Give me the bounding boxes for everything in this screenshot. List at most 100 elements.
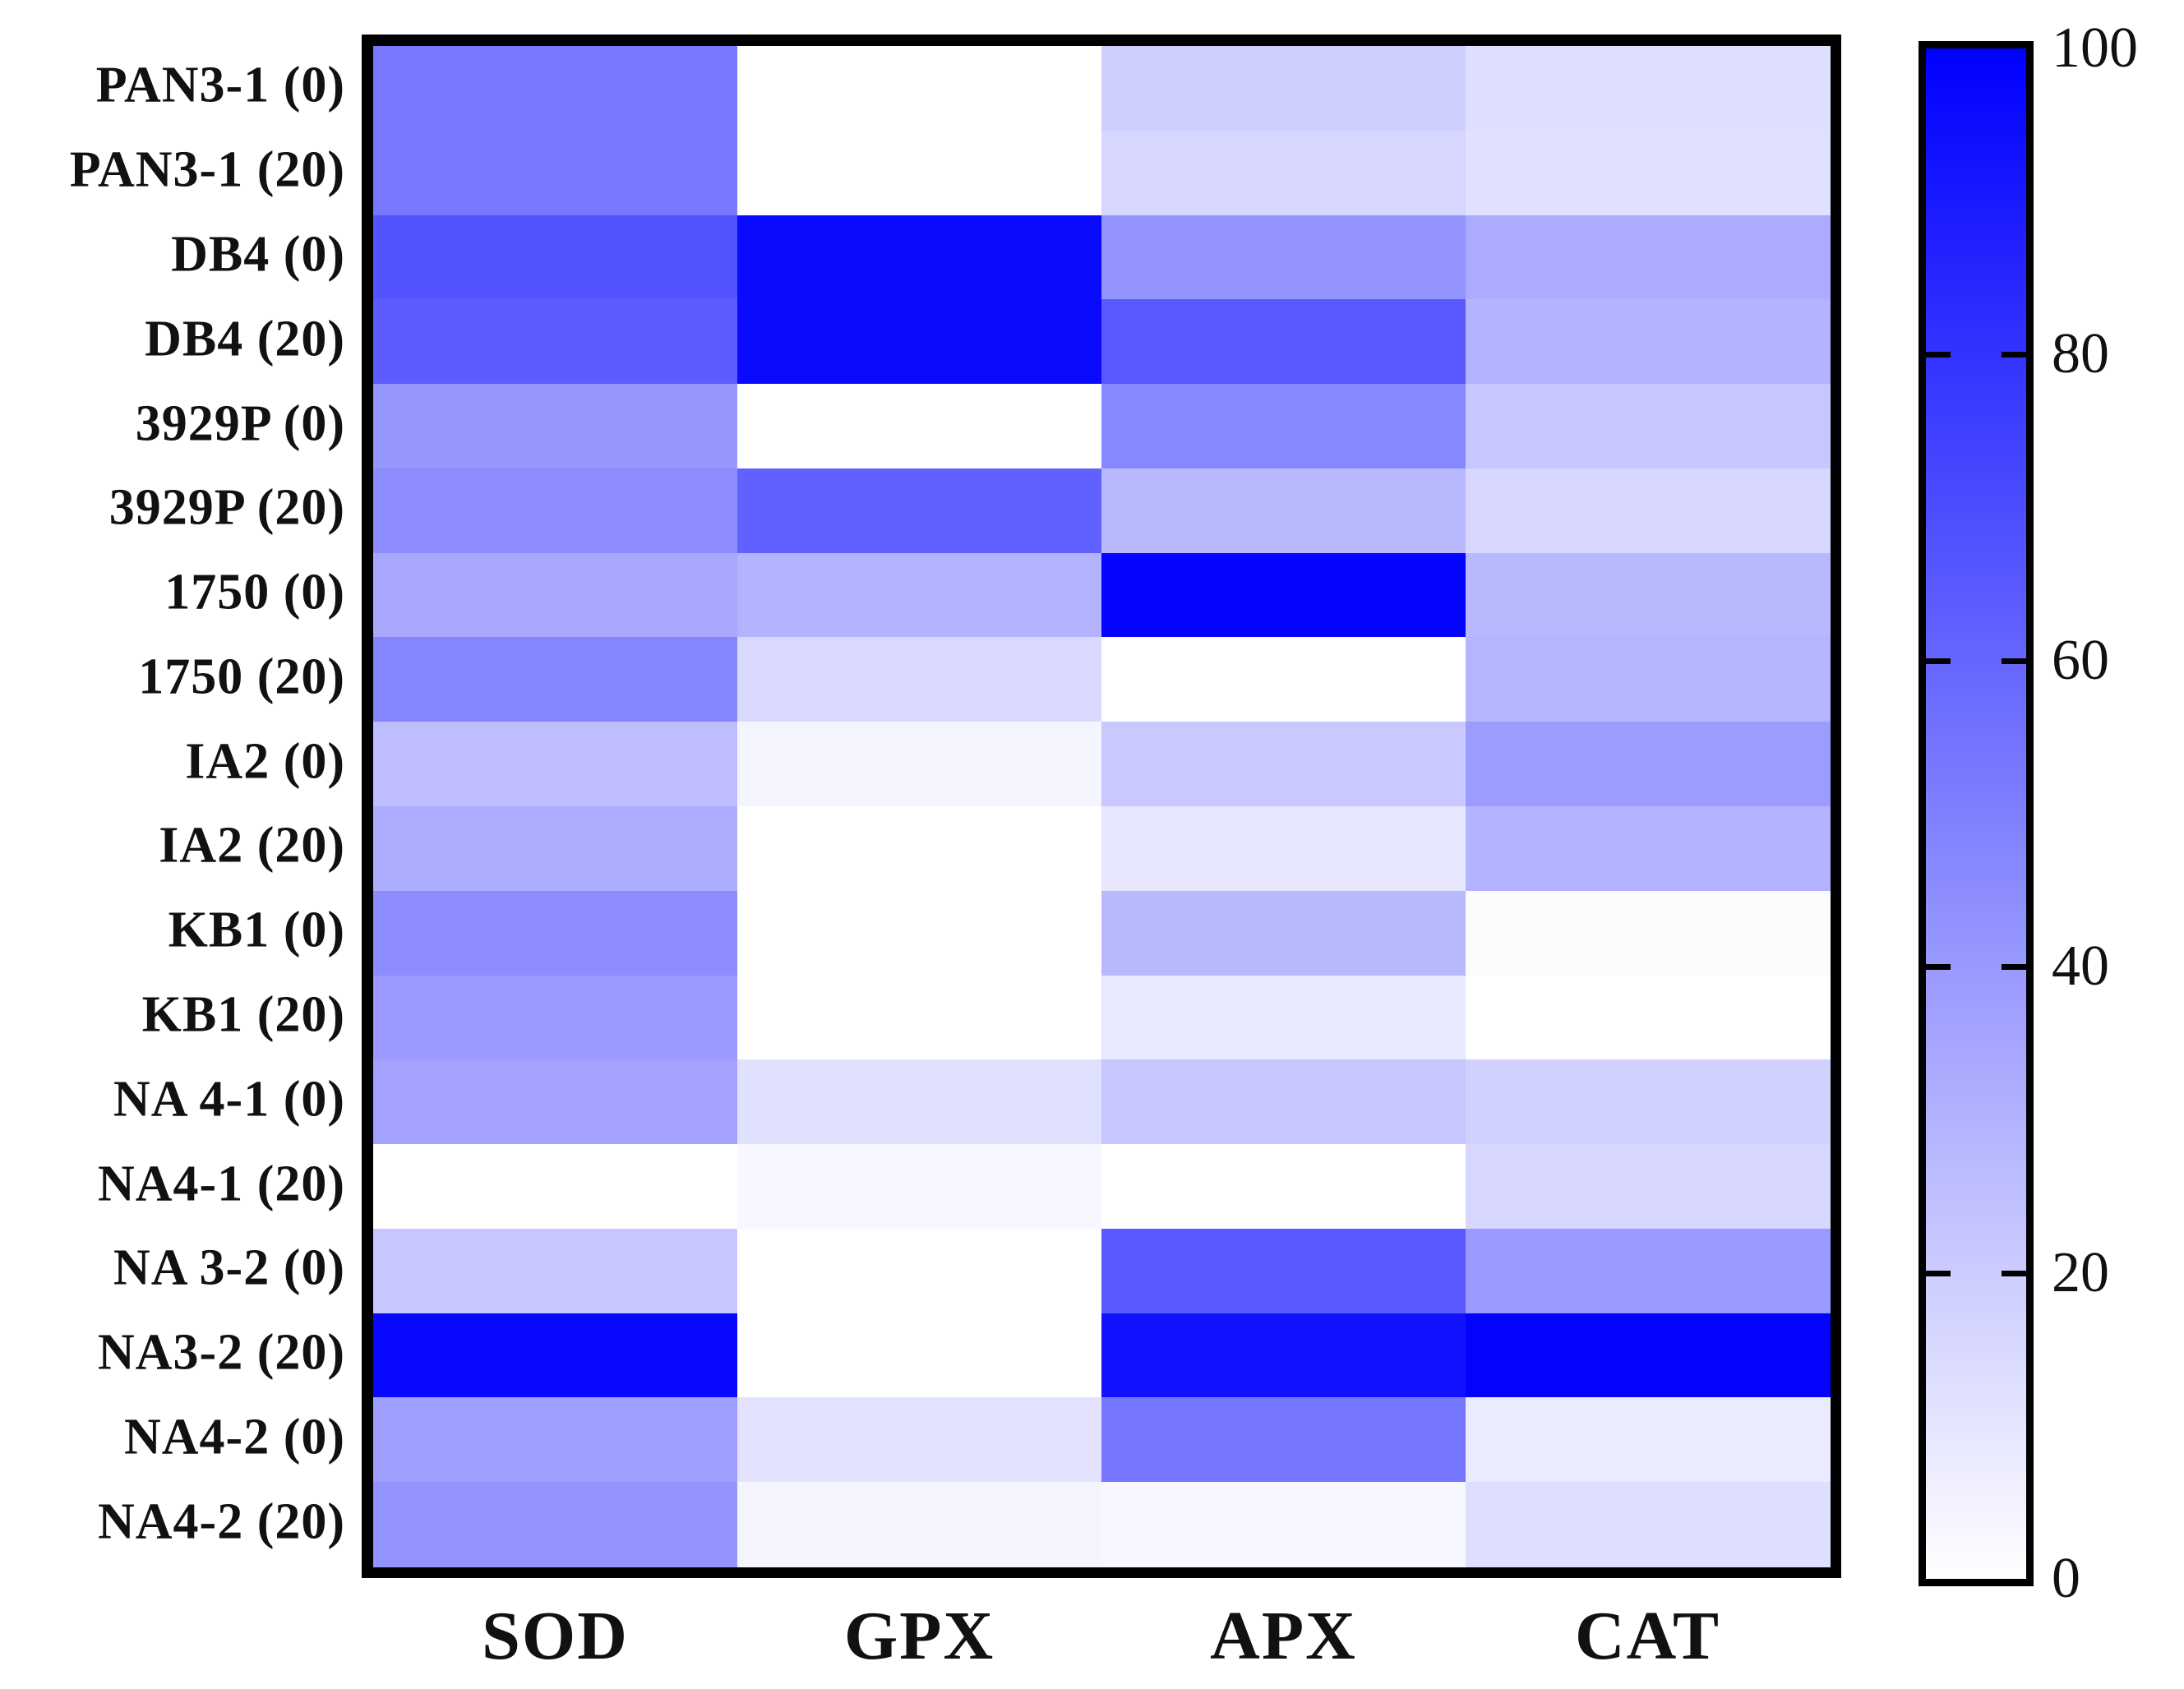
colorbar-tick-mark <box>1926 1270 1951 1276</box>
heatmap-cells <box>373 46 1831 1568</box>
heatmap-cell <box>1466 890 1831 977</box>
row-label: 3929P (20) <box>109 479 345 536</box>
row-label: NA4-1 (20) <box>98 1156 345 1212</box>
heatmap-cell <box>1466 1313 1831 1399</box>
row-label: NA3-2 (20) <box>98 1324 345 1381</box>
heatmap-cell <box>1466 215 1831 301</box>
colorbar-tick-label: 80 <box>2052 322 2109 386</box>
heatmap-cell <box>1466 1144 1831 1230</box>
row-label: IA2 (0) <box>185 733 345 790</box>
heatmap-cell <box>737 1228 1103 1315</box>
colorbar-tick-mark <box>2002 1270 2026 1276</box>
heatmap-plot <box>362 35 1841 1578</box>
heatmap-cell <box>737 1397 1103 1484</box>
heatmap-cell <box>737 468 1103 555</box>
colorbar-tick-label: 0 <box>2052 1547 2080 1610</box>
colorbar-tick-label: 40 <box>2052 934 2109 999</box>
row-label: NA 4-1 (0) <box>113 1071 345 1128</box>
heatmap-cell <box>1101 1482 1467 1568</box>
heatmap-cell <box>1101 806 1467 893</box>
row-label: NA4-2 (0) <box>124 1409 345 1465</box>
colorbar-tick-mark <box>1926 964 1951 971</box>
row-label: PAN3-1 (0) <box>95 58 345 114</box>
heatmap-cell <box>1101 975 1467 1061</box>
colorbar <box>1919 41 2034 1586</box>
heatmap-cell <box>373 384 739 470</box>
heatmap-cell <box>373 130 739 217</box>
heatmap-cell <box>1466 552 1831 639</box>
heatmap-cell <box>737 552 1103 639</box>
heatmap-cell <box>737 299 1103 385</box>
heatmap-cell <box>1466 806 1831 893</box>
row-label: KB1 (0) <box>168 902 345 958</box>
heatmap-cell <box>373 722 739 808</box>
heatmap-cell <box>373 890 739 977</box>
heatmap-cell <box>737 130 1103 217</box>
heatmap-cell <box>737 384 1103 470</box>
heatmap-cell <box>737 637 1103 723</box>
row-label: 1750 (20) <box>138 648 345 705</box>
heatmap-cell <box>737 46 1103 132</box>
colorbar-tick-mark <box>2002 658 2026 664</box>
heatmap-cell <box>1466 722 1831 808</box>
heatmap-cell <box>737 1313 1103 1399</box>
heatmap-cell <box>373 1228 739 1315</box>
heatmap-cell <box>373 552 739 639</box>
column-label: CAT <box>1574 1598 1721 1674</box>
heatmap-cell <box>1101 637 1467 723</box>
heatmap-cell <box>1101 890 1467 977</box>
heatmap-cell <box>1466 1059 1831 1146</box>
heatmap-cell <box>1101 384 1467 470</box>
heatmap-cell <box>373 1397 739 1484</box>
row-label: NA4-2 (20) <box>98 1493 345 1550</box>
heatmap-cell <box>1101 722 1467 808</box>
heatmap-cell <box>1101 552 1467 639</box>
heatmap-cell <box>373 1482 739 1568</box>
heatmap-cell <box>1466 637 1831 723</box>
colorbar-tick-mark <box>2002 964 2026 971</box>
colorbar-tick-mark <box>1926 352 1951 358</box>
colorbar-tick-label: 20 <box>2052 1240 2109 1304</box>
row-label: DB4 (0) <box>171 226 345 283</box>
row-label: PAN3-1 (20) <box>69 141 345 198</box>
colorbar-tick-mark <box>2002 352 2026 358</box>
colorbar-tick-mark <box>1926 658 1951 664</box>
heatmap-cell <box>1101 1228 1467 1315</box>
row-label: DB4 (20) <box>145 311 345 367</box>
heatmap-cell <box>1101 46 1467 132</box>
row-label: KB1 (20) <box>141 986 345 1043</box>
heatmap-cell <box>373 806 739 893</box>
column-label: SOD <box>482 1598 629 1674</box>
heatmap-cell <box>373 1059 739 1146</box>
heatmap-cell <box>1466 1228 1831 1315</box>
heatmap-cell <box>1101 299 1467 385</box>
heatmap-cell <box>1466 46 1831 132</box>
heatmap-cell <box>1101 130 1467 217</box>
heatmap-cell <box>737 215 1103 301</box>
heatmap-cell <box>737 722 1103 808</box>
row-label: NA 3-2 (0) <box>113 1239 345 1296</box>
row-label: 1750 (0) <box>164 564 345 621</box>
heatmap-cell <box>1466 1397 1831 1484</box>
heatmap-cell <box>737 890 1103 977</box>
heatmap-cell <box>373 215 739 301</box>
heatmap-cell <box>1466 975 1831 1061</box>
heatmap-cell <box>1101 468 1467 555</box>
heatmap-cell <box>1466 299 1831 385</box>
heatmap-cell <box>1466 468 1831 555</box>
heatmap-cell <box>373 468 739 555</box>
heatmap-cell <box>737 1482 1103 1568</box>
column-label: GPX <box>843 1598 995 1674</box>
heatmap-cell <box>737 975 1103 1061</box>
heatmap-cell <box>1101 1313 1467 1399</box>
heatmap-cell <box>1466 384 1831 470</box>
heatmap-cell <box>373 46 739 132</box>
heatmap-cell <box>373 1313 739 1399</box>
heatmap-cell <box>373 975 739 1061</box>
heatmap-cell <box>1101 1144 1467 1230</box>
colorbar-tick-label: 100 <box>2052 16 2138 80</box>
row-label: IA2 (20) <box>159 818 345 874</box>
column-label: APX <box>1210 1598 1357 1674</box>
heatmap-cell <box>737 1144 1103 1230</box>
